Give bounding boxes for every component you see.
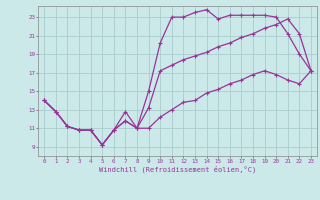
X-axis label: Windchill (Refroidissement éolien,°C): Windchill (Refroidissement éolien,°C): [99, 165, 256, 173]
